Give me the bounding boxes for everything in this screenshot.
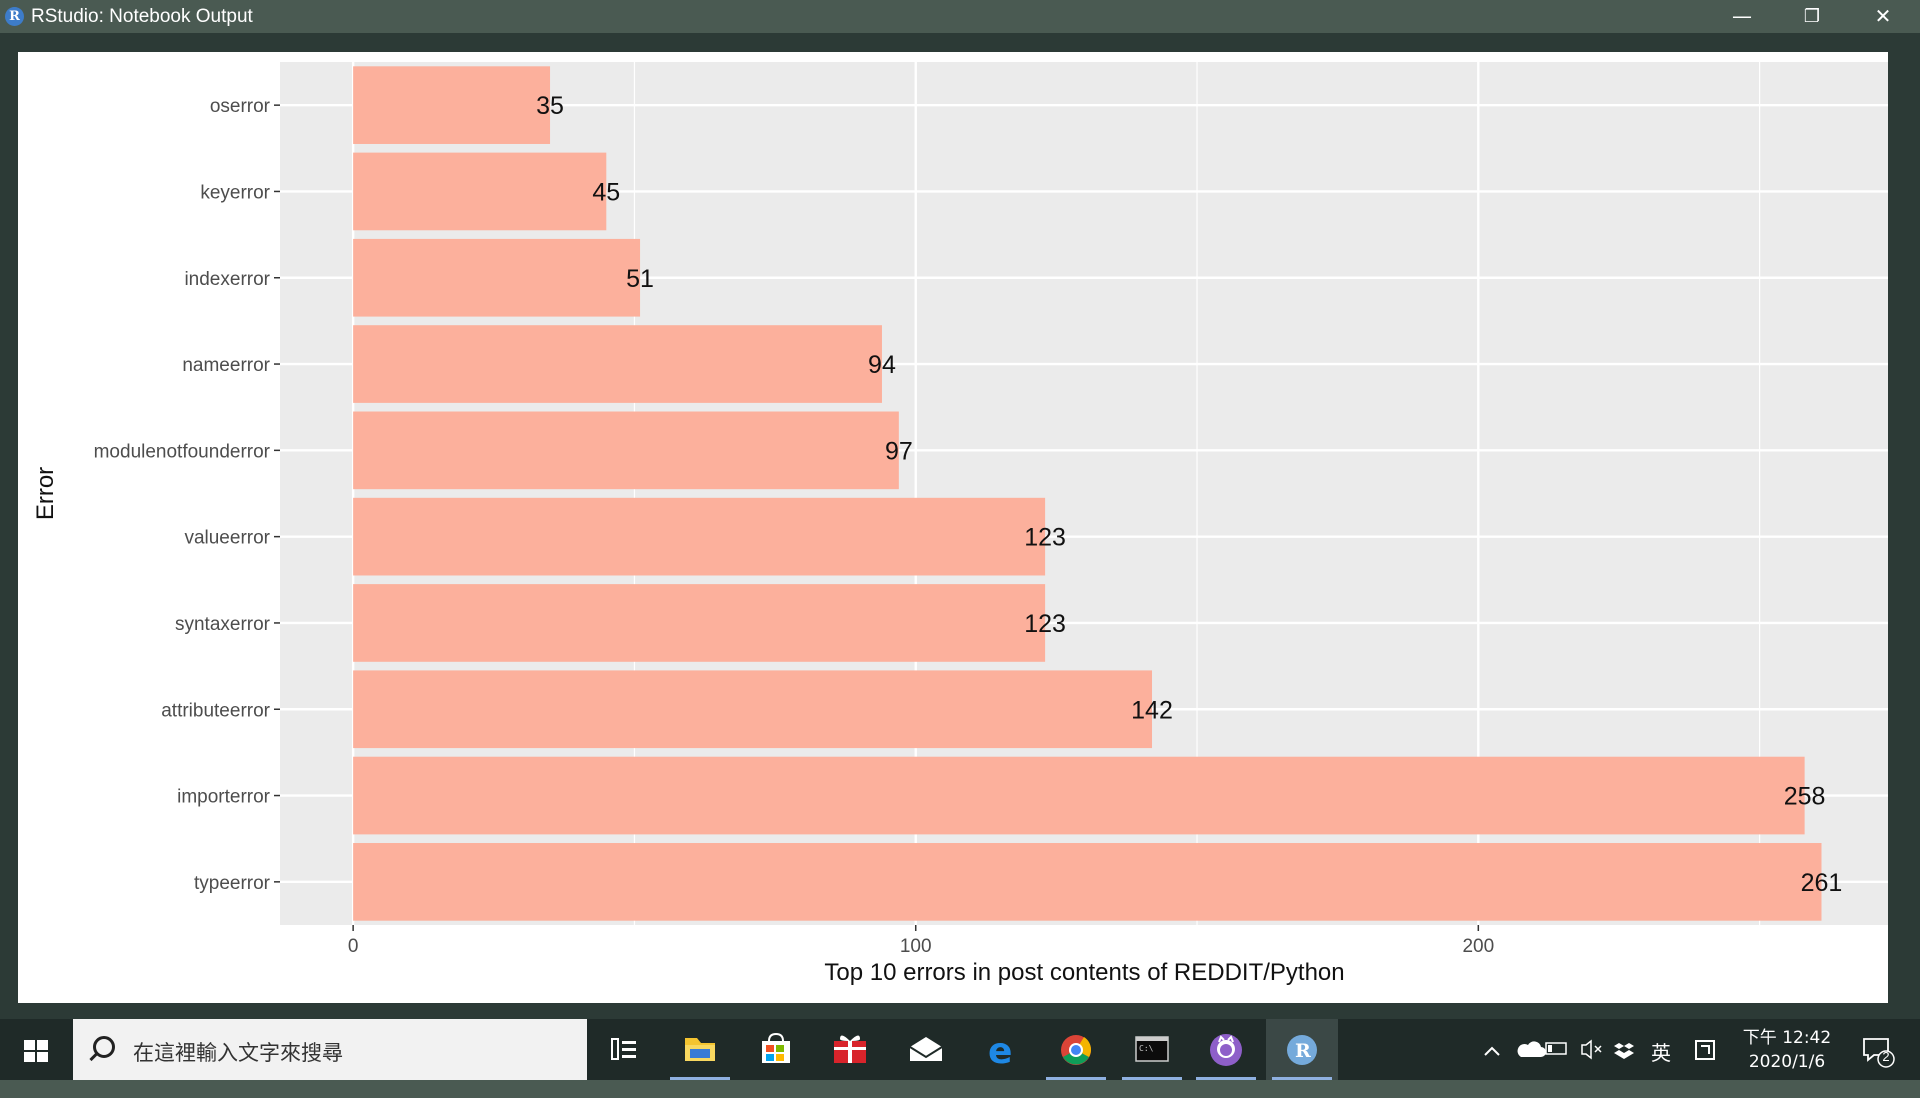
bar-modulenotfounderror — [353, 411, 899, 490]
data-label-attributeerror: 142 — [1131, 696, 1173, 724]
bar-typeerror — [353, 843, 1822, 921]
y-tick-label-valueerror: valueerror — [184, 528, 270, 549]
rstudio-icon[interactable]: R — [1266, 1019, 1338, 1080]
y-tick-label-syntaxerror: syntaxerror — [175, 614, 271, 635]
start-button[interactable] — [0, 1019, 70, 1080]
clock-time: 下午 12:42 — [1742, 1028, 1832, 1048]
svg-text:R: R — [1295, 1040, 1311, 1062]
onedrive-icon[interactable] — [1517, 1041, 1546, 1057]
y-tick-label-indexerror: indexerror — [184, 269, 270, 290]
terminal-icon[interactable]: C:\ — [1116, 1019, 1188, 1080]
input-method-icon[interactable] — [1693, 1019, 1719, 1080]
notification-count-badge: 2 — [1882, 1049, 1890, 1064]
taskbar-search-box[interactable]: 在這裡輸入文字來搜尋 — [73, 1019, 587, 1080]
chevron-up-icon[interactable] — [1484, 1046, 1500, 1056]
y-tick-label-nameerror: nameerror — [182, 355, 270, 376]
data-label-indexerror: 51 — [626, 265, 654, 293]
search-placeholder: 在這裡輸入文字來搜尋 — [133, 1041, 343, 1065]
bar-keyerror — [353, 152, 607, 231]
task-view-icon[interactable] — [588, 1019, 660, 1080]
dropbox-icon[interactable] — [1614, 1043, 1634, 1059]
x-axis-title: Top 10 errors in post contents of REDDIT… — [824, 959, 1344, 986]
x-tick-label: 0 — [348, 936, 359, 957]
y-axis-title: Error — [32, 467, 59, 520]
battery-icon[interactable] — [1545, 1042, 1567, 1055]
window-title: RStudio: Notebook Output — [31, 6, 253, 27]
data-label-keyerror: 45 — [592, 178, 620, 206]
y-tick-label-typeerror: typeerror — [194, 873, 271, 894]
y-tick-label-importerror: importerror — [177, 787, 271, 808]
x-tick-label: 100 — [900, 936, 932, 957]
github-icon[interactable] — [1190, 1019, 1262, 1080]
y-tick-label-oserror: oserror — [210, 96, 271, 117]
data-label-typeerror: 261 — [1801, 869, 1843, 897]
bar-valueerror — [353, 497, 1046, 576]
taskbar: 在這裡輸入文字來搜尋 e C:\ R — [0, 1019, 1920, 1080]
data-label-oserror: 35 — [536, 92, 564, 120]
windows-logo-icon — [24, 1040, 48, 1062]
bar-oserror — [353, 66, 551, 144]
search-icon — [93, 1036, 115, 1058]
svg-text:C:\: C:\ — [1139, 1044, 1154, 1053]
mail-icon[interactable] — [890, 1019, 962, 1080]
bar-importerror — [353, 756, 1805, 835]
bar-nameerror — [353, 325, 882, 403]
bar-attributeerror — [353, 670, 1153, 749]
bar-syntaxerror — [353, 584, 1046, 662]
system-tray — [1472, 1019, 1712, 1080]
clock-date: 2020/1/6 — [1748, 1052, 1826, 1072]
bar-indexerror — [353, 238, 641, 317]
window-body: 35 oserror 45 keyerror 51 indexerror 94 nameerr… — [0, 33, 1920, 1019]
y-tick-label-modulenotfounderror: modulenotfounderror — [94, 441, 271, 462]
minimize-button[interactable]: — — [1732, 4, 1752, 28]
data-label-modulenotfounderror: 97 — [885, 437, 913, 465]
gift-icon[interactable] — [814, 1019, 886, 1080]
title-bar: R RStudio: Notebook Output — ❐ ✕ — [0, 0, 1920, 33]
bar-chart: 35 oserror 45 keyerror 51 indexerror 94 nameerr… — [32, 62, 1888, 986]
data-label-valueerror: 123 — [1024, 524, 1066, 552]
store-icon[interactable] — [740, 1019, 812, 1080]
y-tick-label-attributeerror: attributeerror — [161, 700, 270, 721]
edge-icon[interactable]: e — [966, 1019, 1038, 1080]
system-clock[interactable]: 下午 12:42 2020/1/6 — [1722, 1026, 1852, 1074]
plot-output: 35 oserror 45 keyerror 51 indexerror 94 nameerr… — [18, 52, 1888, 1003]
rstudio-app-icon: R — [5, 7, 24, 26]
data-label-importerror: 258 — [1784, 783, 1826, 811]
file-explorer-icon[interactable] — [664, 1019, 736, 1080]
data-label-nameerror: 94 — [868, 351, 896, 379]
notification-center-icon[interactable]: 2 — [1858, 1019, 1898, 1080]
data-label-syntaxerror: 123 — [1024, 610, 1066, 638]
speaker-muted-icon[interactable] — [1581, 1039, 1592, 1060]
close-button[interactable]: ✕ — [1874, 4, 1892, 28]
ime-indicator[interactable]: 英 — [1651, 1041, 1671, 1065]
x-tick-label: 200 — [1462, 936, 1494, 957]
svg-text:e: e — [988, 1031, 1012, 1072]
chrome-icon[interactable] — [1040, 1019, 1112, 1080]
maximize-button[interactable]: ❐ — [1803, 6, 1821, 27]
y-tick-label-keyerror: keyerror — [200, 182, 270, 203]
